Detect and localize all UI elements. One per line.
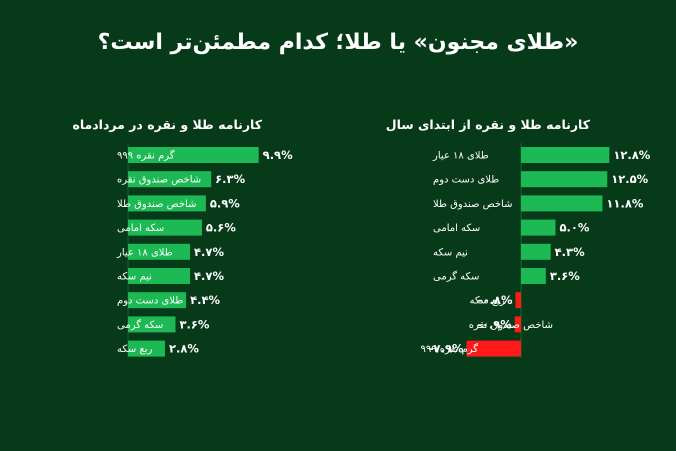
bar-ytd-4 bbox=[521, 243, 551, 260]
chart-title-mordad: کارنامه طلا و نقره در مردادماه bbox=[72, 117, 262, 132]
category-label-mordad-5: نیم سکه bbox=[117, 272, 152, 283]
data-label-ytd-6: -۰.۸% bbox=[478, 293, 513, 307]
data-label-ytd-3: ۵.۰% bbox=[560, 221, 590, 235]
category-label-mordad-2: شاخص صندوق طلا bbox=[117, 199, 197, 210]
chart-title-ytd: کارنامه طلا و نقره از ابتدای سال bbox=[385, 117, 590, 132]
data-label-ytd-8: -۷.۹% bbox=[429, 342, 464, 356]
data-label-mordad-2: ۵.۹% bbox=[210, 196, 240, 210]
bar-mordad-7 bbox=[128, 316, 176, 333]
category-label-ytd-3: سکه امامی bbox=[433, 223, 480, 234]
category-label-ytd-2: شاخص صندوق طلا bbox=[433, 199, 513, 210]
data-label-ytd-5: ۳.۶% bbox=[550, 269, 580, 283]
category-label-ytd-7: شاخص صندوق نقره bbox=[469, 320, 553, 331]
category-label-ytd-4: نیم سکه bbox=[433, 247, 468, 258]
bar-ytd-3 bbox=[521, 219, 556, 236]
category-label-ytd-5: سکه گرمی bbox=[433, 271, 479, 283]
bar-ytd-8 bbox=[466, 340, 521, 357]
category-label-ytd-0: طلای ۱۸ عیار bbox=[432, 151, 489, 162]
bar-ytd-5 bbox=[521, 268, 546, 284]
category-label-mordad-0: گرم نقره ۹۹۹ bbox=[117, 150, 175, 162]
bar-mordad-1 bbox=[128, 171, 212, 188]
category-label-ytd-1: طلای دست دوم bbox=[433, 175, 499, 186]
bar-ytd-0 bbox=[521, 147, 610, 163]
data-label-mordad-5: ۴.۷% bbox=[194, 269, 224, 283]
data-label-ytd-0: ۱۲.۸% bbox=[613, 148, 650, 162]
data-label-mordad-1: ۶.۳% bbox=[215, 172, 245, 186]
bar-mordad-5 bbox=[128, 268, 191, 284]
bar-ytd-2 bbox=[521, 195, 603, 212]
category-label-mordad-4: طلای ۱۸ عیار bbox=[116, 247, 173, 258]
bar-mordad-6 bbox=[128, 292, 187, 309]
data-label-mordad-0: ۹.۹% bbox=[263, 148, 293, 162]
data-label-ytd-1: ۱۲.۵% bbox=[611, 172, 648, 186]
data-label-mordad-7: ۳.۶% bbox=[180, 317, 210, 331]
data-label-mordad-4: ۴.۷% bbox=[194, 245, 224, 259]
data-label-mordad-6: ۴.۴% bbox=[190, 293, 220, 307]
category-label-ytd-6: ربع سکه bbox=[469, 296, 505, 307]
category-label-mordad-6: طلای دست دوم bbox=[117, 296, 183, 307]
bar-mordad-2 bbox=[128, 195, 206, 212]
data-label-mordad-8: ۲.۸% bbox=[169, 342, 199, 356]
bar-mordad-0 bbox=[128, 147, 259, 163]
bar-ytd-7 bbox=[514, 316, 521, 333]
bar-mordad-3 bbox=[128, 219, 202, 236]
data-label-ytd-4: ۴.۳% bbox=[555, 245, 585, 259]
bar-ytd-1 bbox=[521, 171, 608, 188]
category-label-mordad-8: ربع سکه bbox=[117, 344, 153, 355]
bar-ytd-6 bbox=[515, 292, 521, 309]
bar-mordad-4 bbox=[128, 243, 191, 260]
category-label-mordad-1: شاخص صندوق نقره bbox=[117, 175, 201, 186]
category-label-mordad-7: سکه گرمی bbox=[117, 319, 163, 331]
page-title: «طلای مجنون» یا طلا؛ کدام مطمئن‌تر است؟ bbox=[97, 30, 579, 55]
data-label-ytd-7: -۰.۹% bbox=[477, 317, 512, 331]
data-label-mordad-3: ۵.۶% bbox=[206, 221, 236, 235]
category-label-ytd-8: گرم نقره ۹۹۹ bbox=[420, 343, 478, 355]
category-label-mordad-3: سکه امامی bbox=[117, 223, 164, 234]
bar-mordad-8 bbox=[128, 340, 165, 357]
data-label-ytd-2: ۱۱.۸% bbox=[606, 196, 643, 210]
